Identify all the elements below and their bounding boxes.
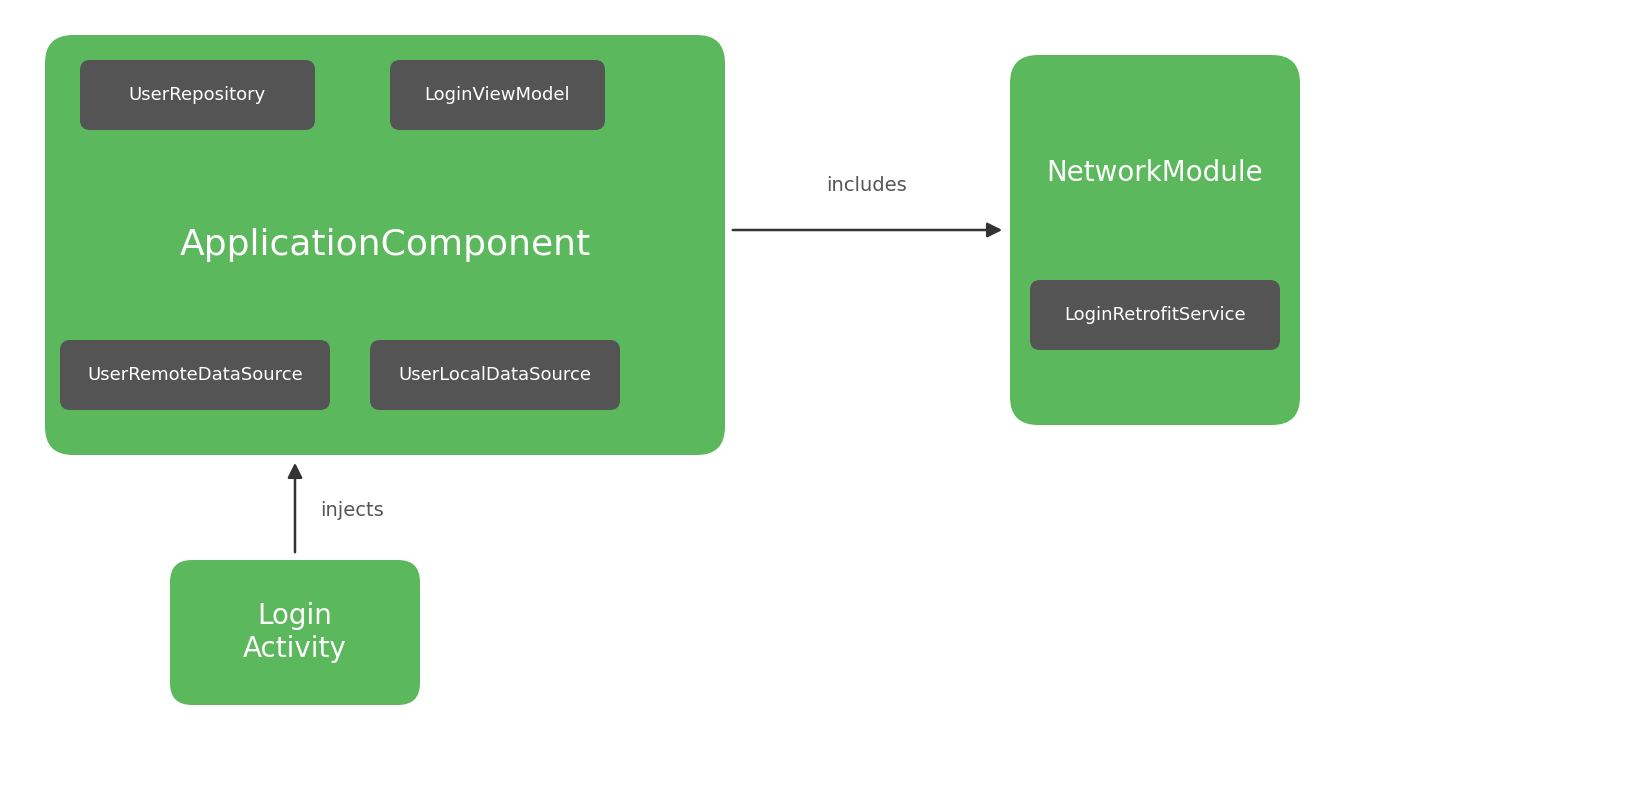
FancyBboxPatch shape xyxy=(81,60,315,130)
Text: UserLocalDataSource: UserLocalDataSource xyxy=(399,366,591,384)
Text: Login
Activity: Login Activity xyxy=(244,602,348,663)
Text: includes: includes xyxy=(827,176,907,195)
FancyBboxPatch shape xyxy=(170,560,420,705)
Text: UserRemoteDataSource: UserRemoteDataSource xyxy=(87,366,303,384)
Text: LoginViewModel: LoginViewModel xyxy=(425,86,570,104)
Text: ApplicationComponent: ApplicationComponent xyxy=(180,228,591,262)
Text: NetworkModule: NetworkModule xyxy=(1047,159,1263,188)
FancyBboxPatch shape xyxy=(371,340,619,410)
FancyBboxPatch shape xyxy=(44,35,725,455)
FancyBboxPatch shape xyxy=(1010,55,1299,425)
FancyBboxPatch shape xyxy=(1029,280,1280,350)
FancyBboxPatch shape xyxy=(59,340,329,410)
Text: LoginRetrofitService: LoginRetrofitService xyxy=(1064,306,1245,324)
FancyBboxPatch shape xyxy=(390,60,604,130)
Text: UserRepository: UserRepository xyxy=(128,86,267,104)
Text: injects: injects xyxy=(320,501,384,520)
